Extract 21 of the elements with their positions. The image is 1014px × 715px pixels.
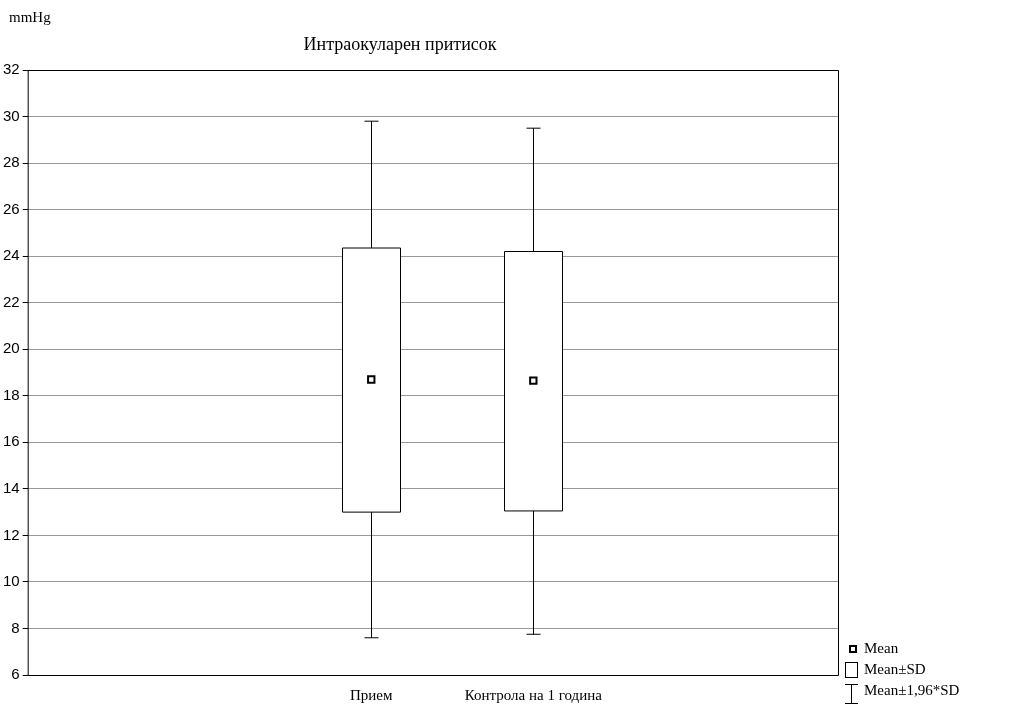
y-tick-label: 18 <box>3 385 20 403</box>
y-tick-label: 10 <box>3 572 20 590</box>
y-tick-label: 22 <box>3 292 20 310</box>
text: Mean±SD <box>864 661 926 678</box>
y-tick-label: 28 <box>3 153 20 171</box>
y-tick-label: 32 <box>3 60 20 78</box>
y-tick-label: 30 <box>3 106 20 124</box>
y-tick-label: 14 <box>3 478 20 496</box>
y-tick-label: 6 <box>11 665 20 683</box>
y-tick-label: 16 <box>3 432 20 450</box>
text: Mean <box>864 640 899 657</box>
y-tick-label: 8 <box>11 618 20 636</box>
text: Mean±1,96*SD <box>864 682 960 699</box>
y-tick-label: 12 <box>3 525 20 543</box>
y-tick-label: 26 <box>3 199 20 217</box>
x-tick-label: Прием <box>350 687 394 704</box>
chart-title: Интраокуларен притисок <box>303 34 497 54</box>
y-axis-title: mmHg <box>9 9 52 25</box>
x-tick-label: Контрола на 1 година <box>464 687 603 704</box>
y-tick-label: 24 <box>3 246 20 264</box>
y-tick-label: 20 <box>3 339 20 357</box>
